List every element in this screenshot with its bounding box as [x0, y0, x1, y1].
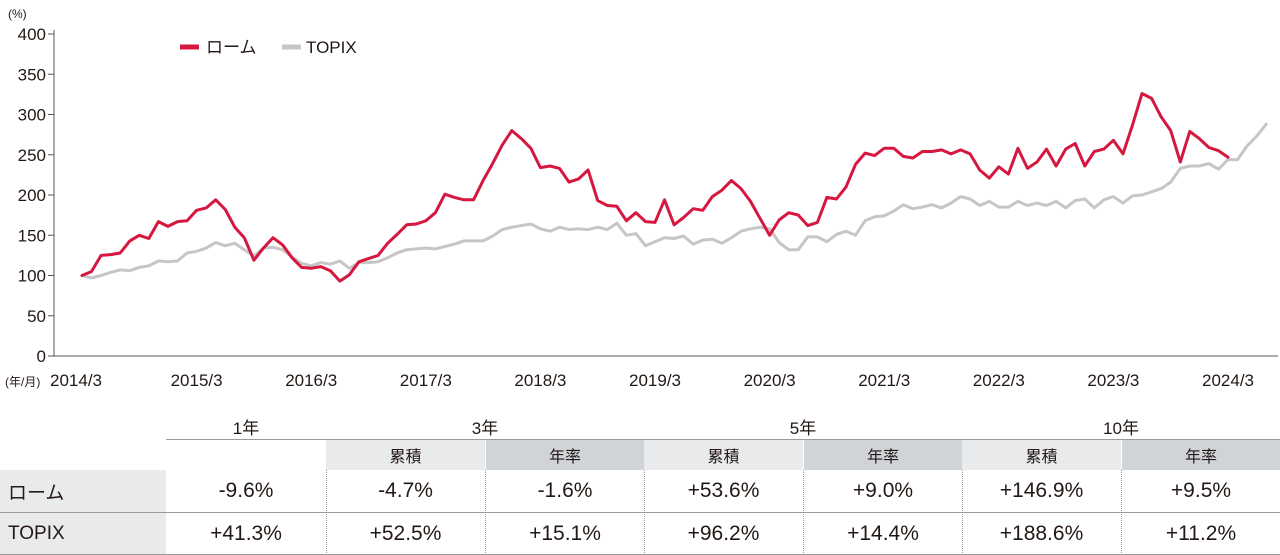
legend: ローム TOPIX	[180, 38, 357, 57]
topix-5y-annual: +14.4%	[847, 522, 919, 545]
period-header-10y: 10年	[1103, 418, 1139, 438]
y-tick-label: 0	[37, 347, 46, 366]
y-tick-label: 250	[18, 146, 46, 165]
x-tick-label: 2019/3	[629, 371, 681, 390]
y-tick-label: 100	[18, 267, 46, 286]
rohm-5y-annual: +9.0%	[852, 479, 914, 502]
column-divider	[644, 470, 645, 555]
subheader-3y-annual: 年率	[486, 440, 644, 470]
performance-chart: 0 50 100 150 200 250 300 350 400 2014/3 2015/3 2016…	[5, 7, 1278, 390]
y-unit-label: (%)	[8, 7, 27, 21]
period-header-5y: 5年	[789, 418, 817, 438]
column-divider	[962, 470, 963, 555]
x-tick-label: 2017/3	[400, 371, 452, 390]
rohm-5y-cumulative: +53.6%	[687, 479, 760, 502]
subheader-3y-cumulative: 累積	[326, 440, 485, 470]
x-tick-label: 2020/3	[744, 371, 796, 390]
x-tick-label: 2015/3	[171, 371, 223, 390]
subheader-5y-cumulative: 累積	[644, 440, 803, 470]
topix-1y: +41.3%	[210, 522, 282, 545]
rohm-3y-cumulative: -4.7%	[378, 479, 433, 502]
x-tick-label: 2023/3	[1087, 371, 1139, 390]
row-divider	[0, 512, 1280, 513]
period-header-1y: 1年	[232, 418, 260, 438]
y-gridlines	[48, 33, 54, 357]
row-label-topix: TOPIX	[0, 513, 166, 555]
column-divider	[326, 470, 327, 555]
topix-3y-cumulative: +52.5%	[369, 522, 442, 545]
x-unit-label: (年/月)	[5, 375, 40, 389]
subheader-10y-annual: 年率	[1122, 440, 1280, 470]
x-tick-label: 2021/3	[858, 371, 910, 390]
series-line-rohm	[80, 92, 1230, 283]
x-tick-label: 2024/3	[1202, 371, 1254, 390]
header-divider	[166, 439, 1280, 440]
period-header-3y: 3年	[471, 418, 499, 438]
legend-label-topix: TOPIX	[306, 38, 357, 57]
row-label-rohm: ローム	[0, 470, 166, 512]
y-tick-label: 50	[27, 307, 46, 326]
y-tick-label: 350	[18, 65, 46, 84]
axes: 0 50 100 150 200 250 300 350 400 2014/3 2015/3 2016…	[18, 25, 1278, 390]
series-lines	[80, 92, 1268, 283]
topix-5y-cumulative: +96.2%	[687, 522, 760, 545]
x-tick-label: 2022/3	[973, 371, 1025, 390]
x-tick-label: 2018/3	[514, 371, 566, 390]
legend-label-rohm: ローム	[206, 38, 257, 57]
column-divider	[1121, 470, 1122, 555]
column-divider	[803, 470, 804, 555]
y-tick-label: 200	[18, 186, 46, 205]
subheader-10y-cumulative: 累積	[962, 440, 1121, 470]
column-divider	[485, 470, 486, 555]
rohm-10y-annual: +9.5%	[1170, 479, 1232, 502]
topix-10y-cumulative: +188.6%	[999, 522, 1084, 545]
rohm-1y: -9.6%	[218, 479, 274, 502]
y-tick-label: 150	[18, 226, 46, 245]
x-tick-label: 2014/3	[50, 371, 102, 390]
series-line-topix	[80, 122, 1268, 280]
rohm-3y-annual: -1.6%	[537, 479, 593, 502]
topix-10y-annual: +11.2%	[1165, 522, 1237, 545]
x-tick-label: 2016/3	[285, 371, 337, 390]
rohm-10y-cumulative: +146.9%	[999, 479, 1084, 502]
y-tick-label: 300	[18, 106, 46, 125]
y-tick-label: 400	[18, 25, 46, 44]
topix-3y-annual: +15.1%	[529, 522, 601, 545]
subheader-5y-annual: 年率	[804, 440, 962, 470]
